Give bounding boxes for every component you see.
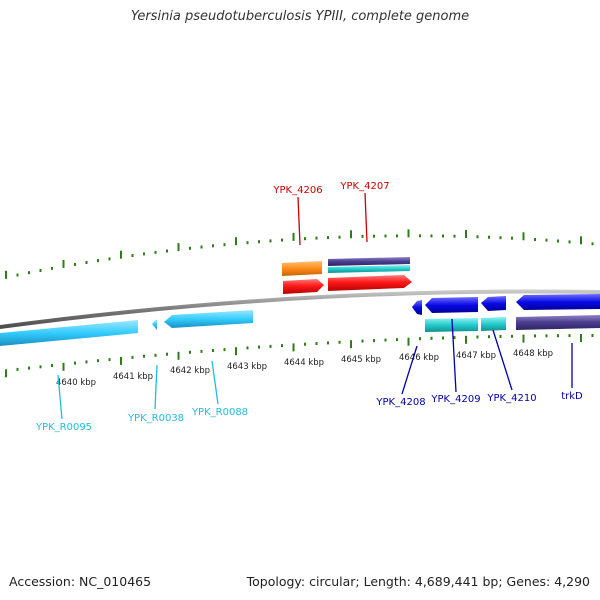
leader-ypk-r0088 bbox=[211, 360, 219, 405]
gene-ypk-4206-orange[interactable] bbox=[282, 261, 322, 276]
gene-ypk-4206-arrow[interactable] bbox=[283, 279, 324, 294]
reverse-strand-genes bbox=[0, 294, 600, 346]
map-title: Yersinia pseudotuberculosis YPIII, compl… bbox=[130, 9, 470, 24]
gene-ypk-4210-cyan[interactable] bbox=[481, 317, 506, 331]
label-ypk-4207[interactable]: YPK_4207 bbox=[339, 181, 389, 192]
scale-label-4645: 4645 kbp bbox=[341, 355, 381, 365]
label-ypk-r0095[interactable]: YPK_R0095 bbox=[35, 422, 92, 433]
gene-ypk-4207-arrow[interactable] bbox=[328, 275, 412, 291]
gene-trkd[interactable] bbox=[516, 294, 600, 310]
gene-ypk-r0038[interactable] bbox=[152, 319, 157, 330]
scale-label-4641: 4641 kbp bbox=[113, 372, 153, 382]
gene-ypk-4210[interactable] bbox=[481, 296, 506, 311]
genome-backbone bbox=[0, 289, 600, 329]
scale-label-4643: 4643 kbp bbox=[227, 362, 267, 372]
gene-ypk-4206-purple[interactable] bbox=[328, 257, 410, 266]
label-ypk-4208[interactable]: YPK_4208 bbox=[375, 397, 425, 408]
label-trkd[interactable]: trkD bbox=[561, 391, 583, 402]
accession-text: Accession: NC_010465 bbox=[9, 574, 152, 589]
forward-strand-genes bbox=[282, 257, 412, 294]
gene-trkd-purple[interactable] bbox=[516, 315, 600, 330]
label-ypk-4206[interactable]: YPK_4206 bbox=[272, 185, 322, 196]
leader-ypk-4208 bbox=[401, 345, 418, 395]
gene-ypk-r0088[interactable] bbox=[164, 310, 253, 328]
gene-ypk-4207-cyan[interactable] bbox=[328, 265, 410, 273]
scale-label-4640: 4640 kbp bbox=[56, 378, 96, 388]
scale-label-4642: 4642 kbp bbox=[170, 366, 210, 376]
gene-ypk-r0095[interactable] bbox=[0, 320, 138, 346]
gene-ypk-4208[interactable] bbox=[412, 300, 422, 315]
kbp-scale-labels: 4640 kbp 4641 kbp 4642 kbp 4643 kbp 4644… bbox=[56, 349, 553, 388]
scale-label-4644: 4644 kbp bbox=[284, 358, 324, 368]
leader-ypk-4206 bbox=[297, 196, 301, 246]
outer-scale-ticks bbox=[5, 229, 594, 279]
gene-labels: YPK_4206 YPK_4207 YPK_R0095 YPK_R0038 YP… bbox=[35, 181, 583, 433]
gene-ypk-4209-cyan[interactable] bbox=[425, 318, 478, 332]
label-ypk-4209[interactable]: YPK_4209 bbox=[430, 394, 480, 405]
gene-ypk-4209[interactable] bbox=[425, 297, 478, 313]
label-ypk-4210[interactable]: YPK_4210 bbox=[486, 393, 536, 404]
inner-scale-ticks bbox=[5, 334, 594, 378]
leader-ypk-r0038 bbox=[154, 364, 158, 410]
scale-label-4647: 4647 kbp bbox=[456, 351, 496, 361]
genome-summary-text: Topology: circular; Length: 4,689,441 bp… bbox=[246, 574, 590, 589]
leader-ypk-4209 bbox=[451, 318, 457, 393]
scale-label-4646: 4646 kbp bbox=[399, 353, 439, 363]
leader-ypk-r0095 bbox=[57, 374, 63, 420]
label-ypk-r0088[interactable]: YPK_R0088 bbox=[191, 407, 248, 418]
label-ypk-r0038[interactable]: YPK_R0038 bbox=[127, 413, 184, 424]
scale-label-4648: 4648 kbp bbox=[513, 349, 553, 359]
leader-ypk-4207 bbox=[364, 192, 368, 243]
leader-ypk-4210 bbox=[492, 329, 513, 391]
